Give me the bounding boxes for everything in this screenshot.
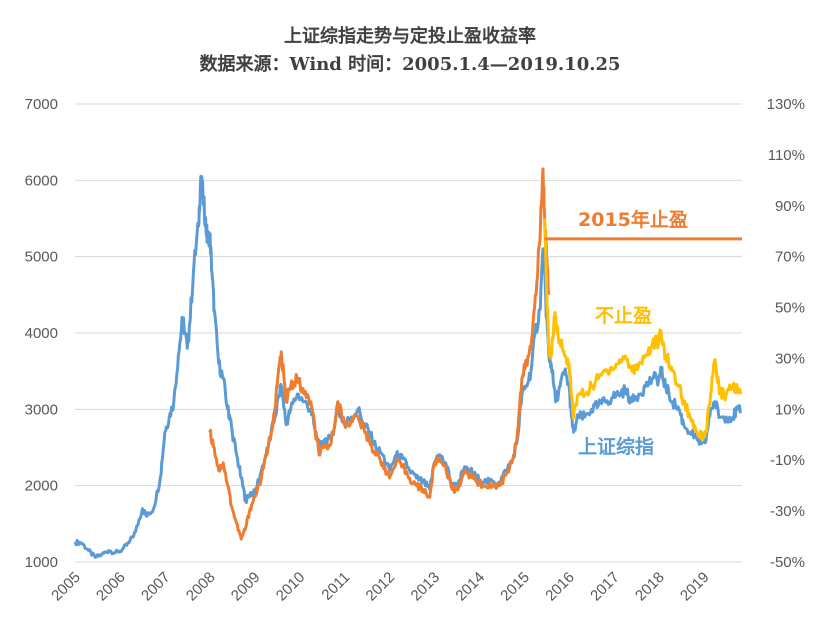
series-line [542,218,743,442]
x-tick-label: 2010 [273,569,309,605]
annotation-label: 不止盈 [595,305,652,327]
grid-lines [75,103,742,563]
annotation-label: 上证综指 [578,435,654,458]
y-left-tick-label: 6000 [25,172,58,189]
annotation-label: 2015年止盈 [578,208,688,231]
series-lines [73,167,743,559]
y-right-tick-label: 130% [767,96,805,113]
x-tick-label: 2017 [587,569,623,605]
y-right-tick-label: 70% [775,249,805,266]
series-line [73,175,743,559]
y-left-tick-label: 7000 [25,96,58,113]
right-axis-ticks: 130% 110% 90% 70% 50% 30% 10% -10% -30% -50% [767,96,805,571]
y-right-tick-label: 10% [775,401,805,418]
y-left-tick-label: 1000 [25,554,58,571]
y-right-tick-label: 50% [775,300,805,317]
x-tick-label: 2014 [452,569,488,605]
x-tick-label: 2009 [228,569,264,605]
x-axis-ticks: 2005 2006 2007 2008 2009 2010 2011 2012 2013 2014… [48,569,712,605]
x-tick-label: 2016 [542,569,578,605]
x-tick-label: 2018 [632,569,668,605]
y-right-tick-label: 110% [768,147,805,164]
y-right-tick-label: -10% [770,452,805,469]
y-left-tick-label: 5000 [25,249,58,266]
y-right-tick-label: 90% [775,198,805,215]
left-axis-ticks: 7000 6000 5000 4000 3000 2000 1000 [25,96,58,571]
x-tick-label: 2011 [318,569,353,604]
x-tick-label: 2007 [138,569,174,605]
x-tick-label: 2012 [363,569,399,605]
x-tick-label: 2015 [497,569,533,605]
x-tick-label: 2005 [48,569,84,605]
x-tick-label: 2006 [93,569,129,605]
x-tick-label: 2013 [408,569,444,605]
y-right-tick-label: -50% [770,554,805,571]
y-left-tick-label: 4000 [25,325,58,342]
chart-subtitle: 数据来源：Wind 时间：2005.1.4—2019.10.25 [199,53,620,75]
x-tick-label: 2019 [677,569,713,605]
y-right-tick-label: 30% [775,350,805,367]
y-left-tick-label: 2000 [25,478,58,495]
chart-title: 上证综指走势与定投止盈收益率 [284,25,536,47]
x-tick-label: 2008 [183,569,219,605]
y-right-tick-label: -30% [770,503,805,520]
series-line [208,167,551,541]
y-left-tick-label: 3000 [25,401,58,418]
